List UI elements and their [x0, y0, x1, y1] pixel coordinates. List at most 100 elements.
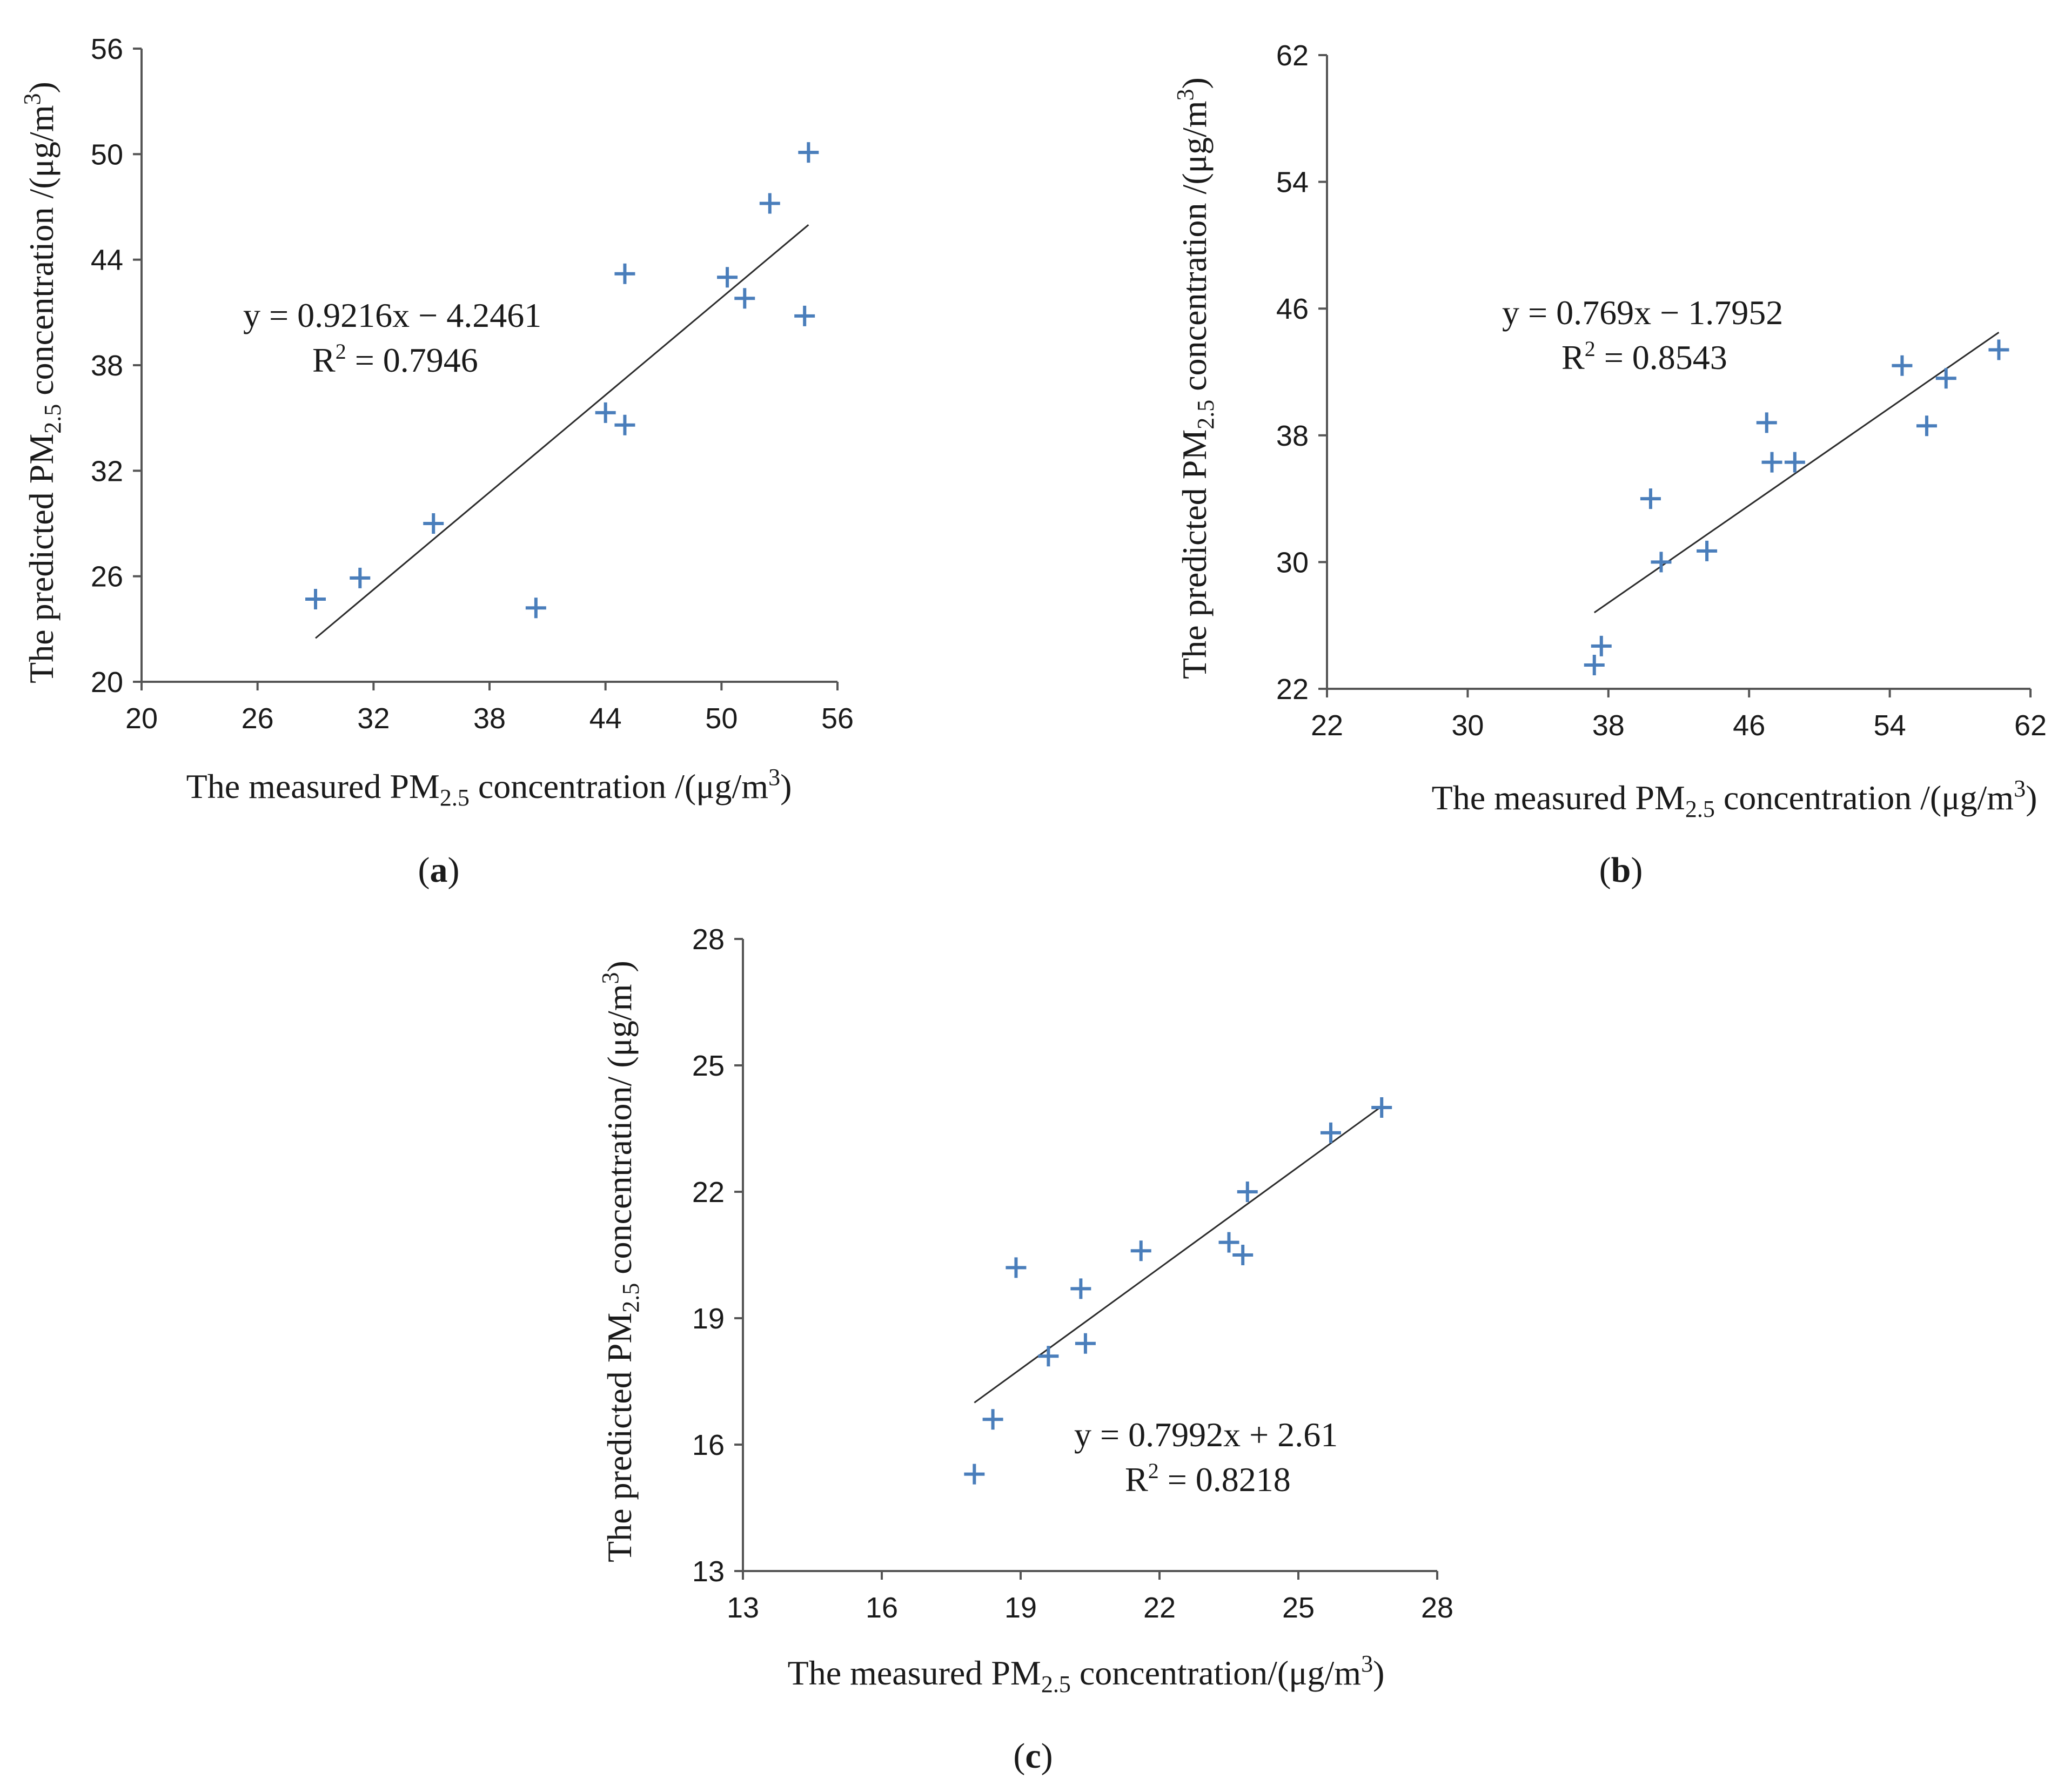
x-tick-label-a: 26 — [242, 702, 274, 735]
data-point-c — [982, 1409, 1003, 1430]
data-point-c — [1070, 1278, 1091, 1299]
x-title-sub-c: 2.5 — [1041, 1671, 1071, 1697]
data-point-b — [1584, 655, 1605, 676]
data-point-b — [1935, 368, 1956, 389]
y-tick-label-a: 44 — [91, 244, 123, 277]
data-point-b — [1756, 412, 1777, 433]
x-title-rest-b: concentration /(μg/m — [1715, 778, 2014, 817]
y-axis-title-c: The predicted PM2.5 concentration/ (μg/m… — [597, 961, 644, 1562]
x-axis-title-a: The measured PM2.5 concentration /(μg/m3… — [186, 764, 792, 811]
x-title-end-a: ) — [780, 767, 792, 806]
data-point-a — [734, 288, 755, 309]
caption-letter-a: a — [430, 850, 448, 890]
r2-sup-b: 2 — [1585, 337, 1596, 361]
data-point-c — [1130, 1240, 1151, 1261]
axes-a — [133, 48, 839, 690]
x-title-end-b: ) — [2026, 778, 2037, 817]
tick-labels-a: 20 26 32 38 44 50 56 20 26 32 38 44 50 56 — [91, 33, 854, 735]
y-tick-label-b: 54 — [1276, 166, 1309, 199]
r-squared-c: R2 = 0.8218 — [1125, 1459, 1291, 1499]
data-point-b — [1697, 540, 1718, 561]
data-point-a — [717, 267, 738, 288]
x-tick-label-c: 19 — [1004, 1592, 1037, 1624]
r2-prefix-c: R — [1125, 1460, 1148, 1499]
x-tick-label-a: 38 — [473, 702, 506, 735]
x-axis-title-b: The measured PM2.5 concentration /(μg/m3… — [1432, 775, 2038, 822]
x-tick-label-c: 13 — [727, 1592, 759, 1624]
chart-panel-b: 22 30 38 46 54 62 22 30 38 46 54 62 y = 0.769x − 1.… — [1172, 39, 2047, 890]
r2-value-b: = 0.8543 — [1596, 338, 1727, 377]
markers-c — [964, 1097, 1392, 1485]
x-title-main-c: The measured PM — [788, 1654, 1041, 1692]
y-tick-label-b: 46 — [1276, 293, 1309, 325]
markers-a — [305, 142, 819, 619]
y-title-rest-a: concentration /(μg/m — [22, 105, 61, 404]
data-point-b — [1640, 488, 1661, 509]
trendline-c — [974, 1105, 1383, 1404]
x-tick-label-b: 22 — [1311, 709, 1343, 742]
y-tick-label-c: 22 — [692, 1176, 725, 1209]
x-tick-label-a: 20 — [125, 702, 158, 735]
r-squared-a: R2 = 0.7946 — [312, 339, 478, 379]
equation-a: y = 0.9216x − 4.2461 — [243, 296, 541, 334]
data-point-c — [964, 1464, 985, 1485]
x-title-main-a: The measured PM — [186, 767, 440, 806]
x-title-rest-c: concentration/(μg/m — [1071, 1654, 1361, 1692]
data-point-a — [305, 588, 326, 609]
x-tick-label-b: 46 — [1733, 709, 1765, 742]
x-tick-label-a: 32 — [357, 702, 390, 735]
markers-b — [1584, 339, 2009, 676]
y-title-sup-a: 3 — [19, 93, 45, 105]
data-point-b — [1651, 552, 1672, 573]
panel-caption-c: (c) — [1013, 1736, 1053, 1776]
r2-value-a: = 0.7946 — [346, 341, 478, 379]
y-tick-label-b: 38 — [1276, 420, 1309, 452]
data-point-a — [614, 414, 635, 435]
y-tick-label-b: 62 — [1276, 39, 1309, 72]
data-point-a — [423, 513, 444, 534]
data-point-a — [595, 402, 616, 423]
r-squared-b: R2 = 0.8543 — [1561, 337, 1727, 377]
data-point-a — [794, 305, 815, 326]
tick-labels-c: 13 16 19 22 25 28 13 16 19 22 25 28 — [692, 923, 1453, 1624]
data-point-c — [1237, 1182, 1258, 1202]
panel-caption-b: (b) — [1599, 850, 1643, 890]
y-title-sub-b: 2.5 — [1192, 400, 1219, 429]
y-title-end-b: ) — [1175, 77, 1214, 89]
axes-b — [1318, 54, 2032, 697]
data-point-c — [1232, 1245, 1254, 1265]
y-title-sub-a: 2.5 — [39, 404, 66, 434]
y-title-rest-b: concentration /(μg/m — [1175, 100, 1214, 399]
x-title-sup-b: 3 — [2014, 775, 2026, 802]
data-point-b — [1761, 452, 1782, 473]
data-point-b — [1892, 355, 1913, 376]
y-title-sub-c: 2.5 — [618, 1283, 644, 1313]
data-point-c — [1371, 1097, 1392, 1118]
trendline-a — [315, 224, 809, 639]
data-point-b — [1591, 635, 1612, 656]
y-tick-label-a: 20 — [91, 666, 123, 699]
y-tick-label-a: 26 — [91, 561, 123, 593]
y-title-main-a: The predicted PM — [22, 434, 61, 683]
data-point-c — [1038, 1346, 1059, 1367]
data-point-a — [614, 263, 635, 284]
x-title-main-b: The measured PM — [1432, 778, 1685, 817]
r2-prefix-a: R — [312, 341, 336, 379]
y-title-sup-b: 3 — [1172, 89, 1198, 100]
caption-letter-c: c — [1025, 1736, 1041, 1776]
x-tick-label-c: 25 — [1282, 1592, 1315, 1624]
y-tick-label-c: 13 — [692, 1555, 725, 1588]
data-point-a — [759, 193, 780, 214]
data-point-c — [1218, 1232, 1239, 1253]
data-point-c — [1006, 1257, 1027, 1278]
data-point-b — [1916, 415, 1937, 437]
y-tick-label-a: 50 — [91, 138, 123, 171]
y-tick-label-c: 25 — [692, 1050, 725, 1082]
data-point-a — [798, 142, 819, 163]
x-title-rest-a: concentration /(μg/m — [470, 767, 768, 806]
x-tick-label-c: 28 — [1421, 1592, 1453, 1624]
x-tick-label-a: 56 — [821, 702, 854, 735]
y-tick-label-c: 16 — [692, 1429, 725, 1461]
y-title-rest-c: concentration/ (μg/m — [600, 984, 639, 1283]
r2-prefix-b: R — [1561, 338, 1585, 377]
